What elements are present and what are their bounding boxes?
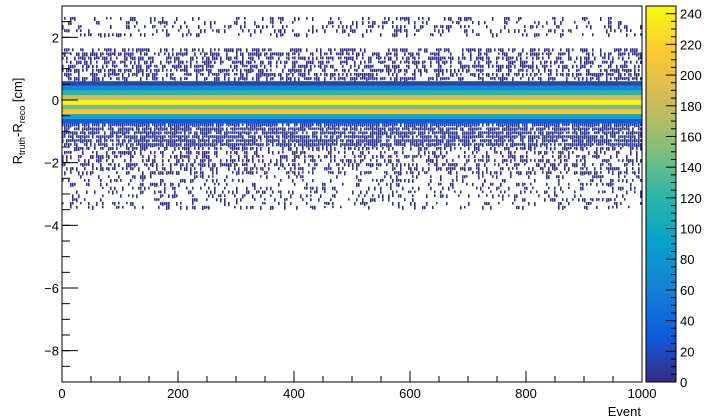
- palette-gradient: [646, 6, 676, 382]
- heatmap-band: [62, 114, 642, 119]
- palette-tick-label: 40: [680, 314, 694, 329]
- y-axis-label: Rtruth-Rreco [cm]: [10, 78, 27, 165]
- palette-tick-label: 100: [680, 222, 702, 237]
- palette-frame: [645, 5, 677, 383]
- y-tick-label: −2: [44, 156, 59, 171]
- heatmap-band: [62, 81, 642, 86]
- heatmap-band: [62, 85, 642, 91]
- x-tick-label: 200: [167, 386, 189, 401]
- axes: 0 200 400 600 800 1000 −8 −6 −4 −2 0 2: [44, 5, 657, 401]
- heatmap-band: [62, 90, 642, 96]
- x-tick-label: 600: [399, 386, 421, 401]
- heatmap-sparse-band: [62, 123, 642, 148]
- palette-tick-label: 80: [680, 252, 694, 267]
- y-tick-label: 2: [52, 30, 59, 45]
- palette-tick-label: 240: [680, 7, 702, 22]
- y-tick-label: 0: [52, 93, 59, 108]
- x-tick-label: 1000: [628, 386, 657, 401]
- palette-tick-label: 220: [680, 37, 702, 52]
- x-tick-label: 400: [283, 386, 305, 401]
- palette-tick-label: 60: [680, 283, 694, 298]
- y-tick-label: −6: [44, 281, 59, 296]
- heatmap-band: [62, 109, 642, 115]
- palette-tick-label: 20: [680, 344, 694, 359]
- heatmap-sparse-band: [62, 48, 642, 82]
- heatmap-sparse-band: [62, 147, 642, 176]
- palette-tick-label: 180: [680, 99, 702, 114]
- y-tick-label: −4: [44, 218, 59, 233]
- color-palette: 0 20 40 60 80 100 120 140 160 180 200 220 240: [645, 5, 702, 390]
- heatmap-band: [62, 95, 642, 100]
- heatmap-sparse-band: [62, 175, 642, 211]
- heatmap-band: [62, 118, 642, 124]
- heatmap-sparse-band: [62, 16, 642, 38]
- x-tick-label: 800: [515, 386, 537, 401]
- palette-tick-label: 200: [680, 68, 702, 83]
- palette-tick-label: 120: [680, 191, 702, 206]
- palette-tick-label: 140: [680, 160, 702, 175]
- heatmap-band: [62, 104, 642, 110]
- palette-tick-label: 160: [680, 129, 702, 144]
- heatmap-band: [62, 100, 642, 105]
- x-tick-label: 0: [58, 386, 65, 401]
- y-tick-label: −8: [44, 344, 59, 359]
- x-axis-label: Event: [608, 404, 642, 419]
- palette-tick-label: 0: [680, 375, 687, 390]
- heatmap-cells: [62, 16, 642, 211]
